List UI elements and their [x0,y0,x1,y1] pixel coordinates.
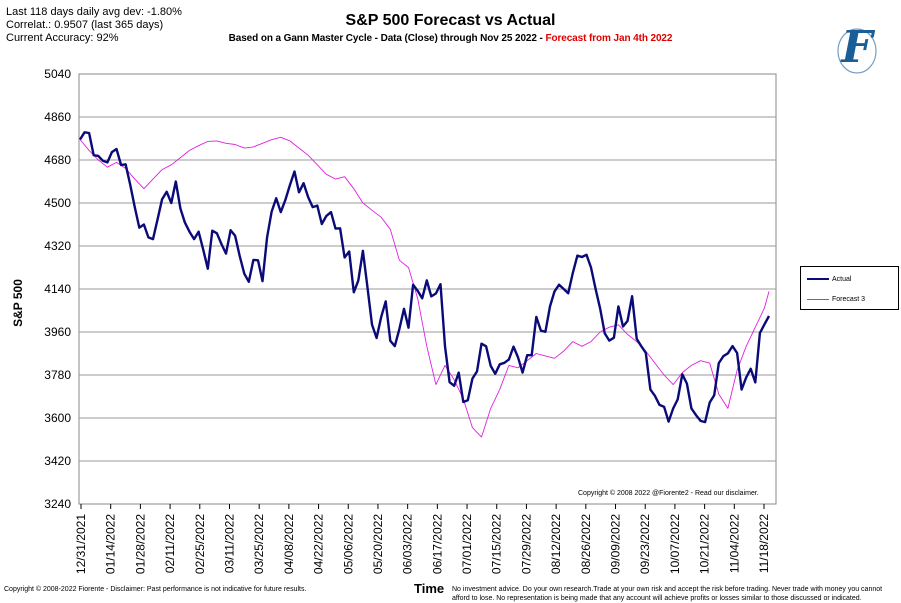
stats-block: Last 118 days daily avg dev: -1.80% Corr… [6,6,182,45]
y-axis-label: S&P 500 [11,279,25,327]
y-tick-label: 3780 [44,368,71,382]
x-tick-label: 06/17/2022 [430,514,444,574]
x-tick-label: 11/18/2022 [757,514,771,573]
y-tick-label: 4140 [44,282,71,296]
footer-disclaimer: Copyright © 2008-2022 Fiorente - Disclai… [4,586,307,593]
y-tick-label: 5040 [44,67,71,81]
x-tick-label: 02/11/2022 [163,514,177,573]
footer-advice: No investment advice. Do your own resear… [452,586,883,602]
grid-lines [79,116,776,462]
x-tick-label: 04/22/2022 [312,514,326,574]
x-tick-label: 09/09/2022 [609,514,623,574]
x-tick-label: 04/08/2022 [282,514,296,574]
x-tick-label: 12/31/2021 [74,514,88,574]
stats-accuracy: Current Accuracy: 92% [6,32,119,44]
y-tick-label: 3420 [44,454,71,468]
x-tick-label: 05/06/2022 [341,514,355,574]
x-tick-label: 08/26/2022 [579,514,593,574]
x-tick-label: 10/07/2022 [668,514,682,574]
x-tick-label: 01/14/2022 [104,514,118,574]
x-axis-label: Time [414,581,445,596]
stats-correlation: Correlat.: 0.9507 (last 365 days) [6,19,164,31]
fiorente-logo-icon: F [834,22,880,76]
x-tick-label: 03/11/2022 [222,514,236,573]
chart-subtitle: Based on a Gann Master Cycle - Data (Clo… [0,33,901,44]
x-tick-label: 01/28/2022 [133,514,147,574]
y-tick-labels: 3240 3420 3600 3780 3960 4140 4320 4500 4680 4860… [44,67,71,511]
x-tick-label: 02/25/2022 [193,514,207,574]
stats-avg-dev: Last 118 days daily avg dev: -1.80% [6,6,182,18]
chart-copyright: Copyright © 2008 2022 @Fiorente2 - Read … [578,490,759,497]
series-line-actual [78,131,771,424]
legend: Actual Forecast 3 [800,266,899,310]
x-tick-label: 08/12/2022 [549,514,563,574]
logo-letter: F [841,22,873,73]
x-tick-label: 09/23/2022 [638,514,652,574]
series-lines [78,131,771,438]
y-tick-label: 4320 [44,239,71,253]
legend-swatch-actual [807,278,829,280]
x-tick-label: 07/29/2022 [519,514,533,574]
legend-item-forecast: Forecast 3 [807,293,865,305]
legend-item-actual: Actual [807,273,851,285]
y-tick-label: 3240 [44,497,71,511]
x-tick-label: 11/04/2022 [727,514,741,573]
x-tick-labels: 12/31/2021 01/14/2022 01/28/2022 02/11/2022… [74,504,771,574]
y-tick-label: 3600 [44,411,71,425]
y-tick-label: 3960 [44,325,71,339]
legend-label-forecast: Forecast 3 [832,295,866,303]
x-tick-label: 06/03/2022 [401,514,415,574]
legend-label-actual: Actual [832,275,852,283]
x-tick-label: 10/21/2022 [698,514,712,574]
x-tick-label: 05/20/2022 [371,514,385,574]
chart-title: S&P 500 Forecast vs Actual [345,12,556,29]
x-tick-label: 07/15/2022 [490,514,504,574]
x-tick-label: 03/25/2022 [252,514,266,574]
series-line-forecast [79,136,770,438]
subtitle-main: Based on a Gann Master Cycle - Data (Clo… [228,33,546,44]
subtitle-forecast: Forecast from Jan 4th 2022 [545,33,673,44]
y-tick-label: 4860 [44,110,71,124]
y-tick-label: 4500 [44,196,71,210]
x-tick-label: 07/01/2022 [460,514,474,574]
legend-swatch-forecast [807,298,829,300]
y-tick-label: 4680 [44,153,71,167]
